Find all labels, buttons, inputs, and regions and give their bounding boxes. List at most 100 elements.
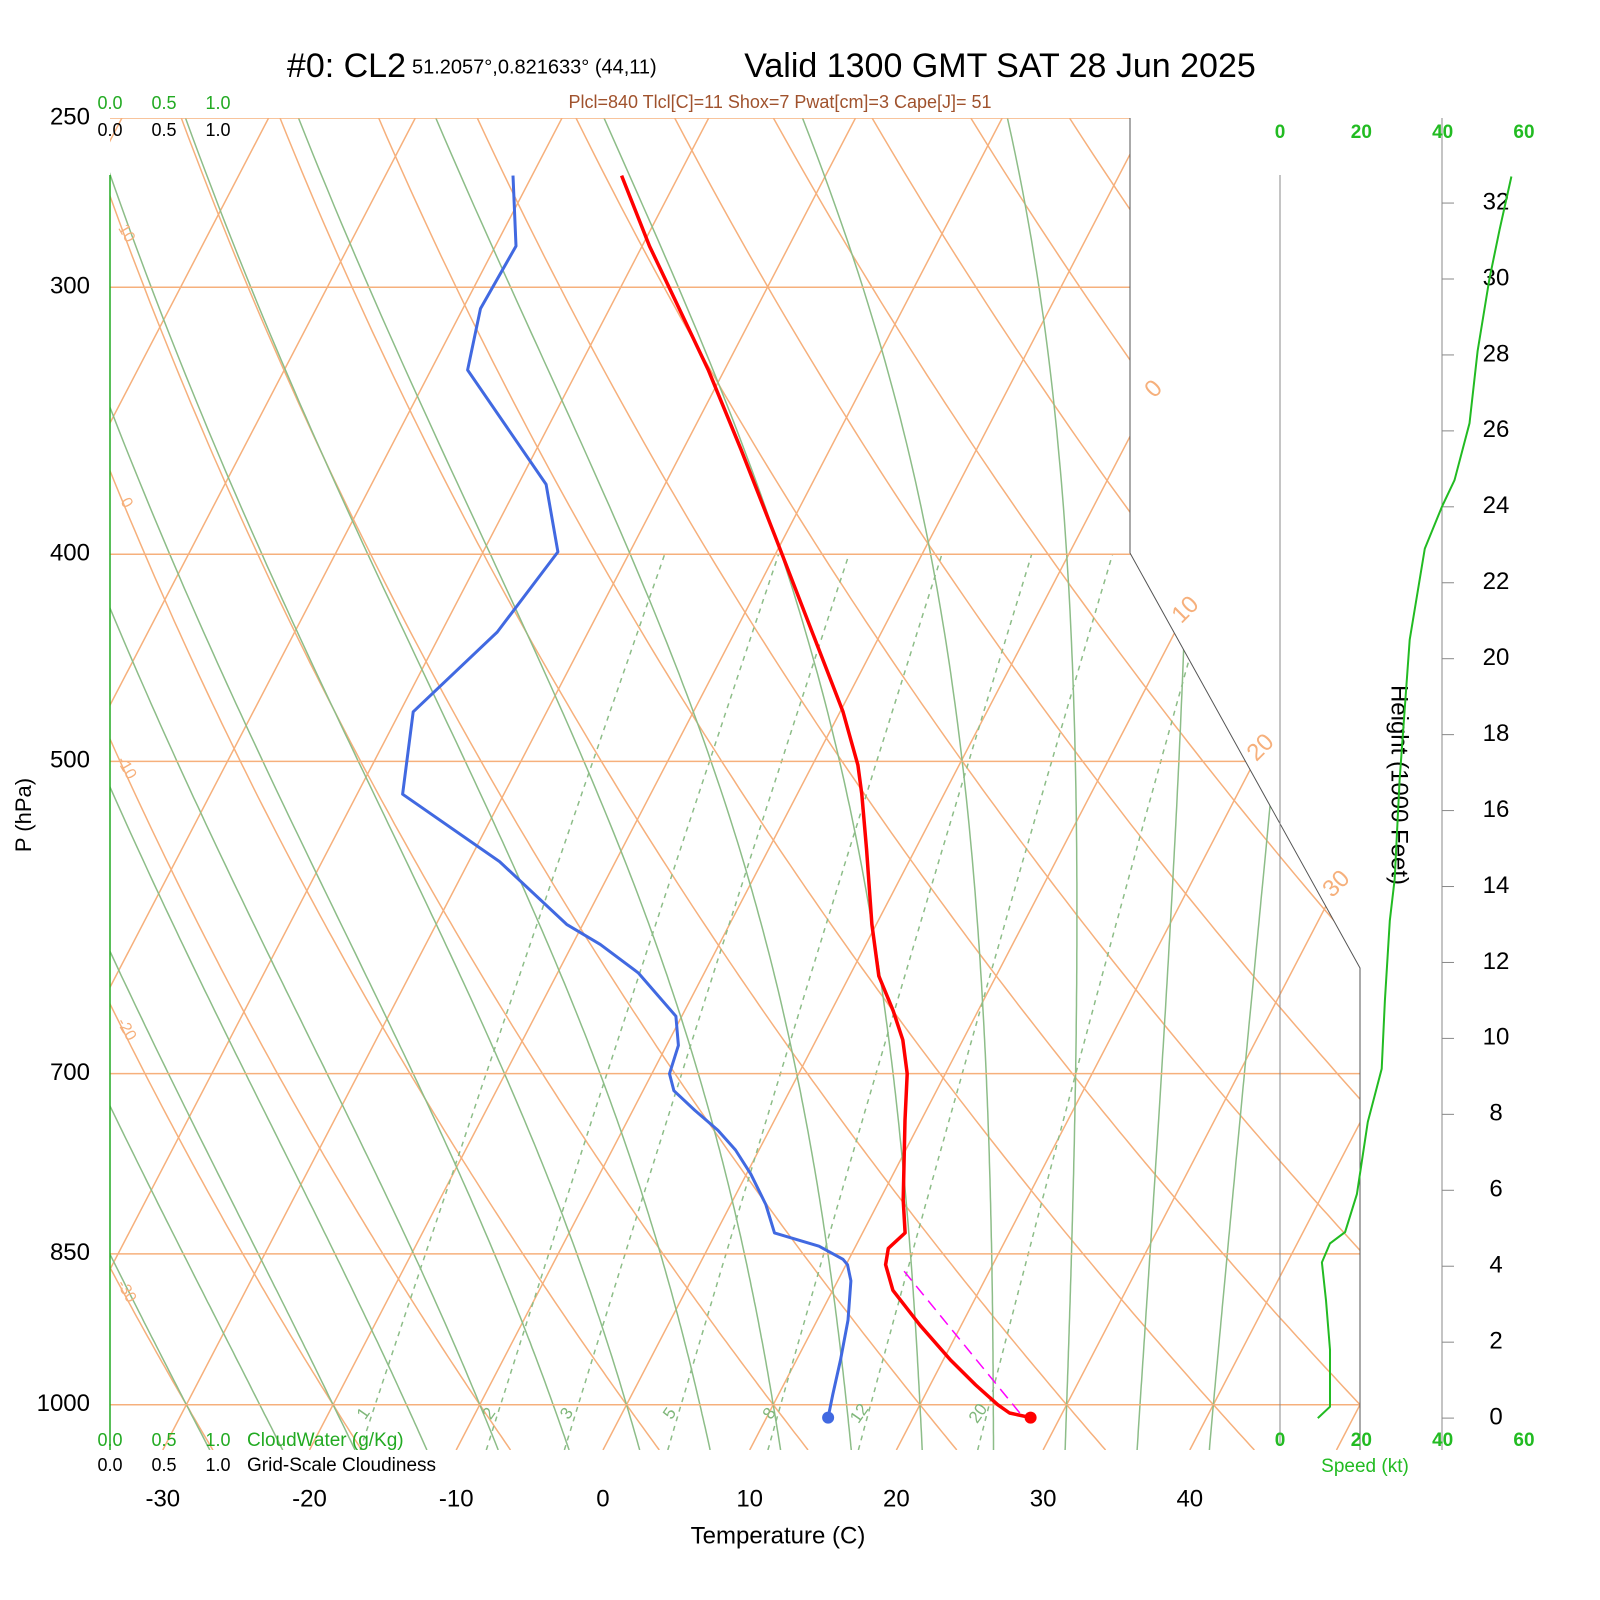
- height-tick-label: 18: [1483, 720, 1510, 747]
- height-tick-label: 24: [1483, 492, 1510, 519]
- dry-adiabat: [1266, 118, 1360, 1450]
- mixing-ratio-line: [857, 553, 1114, 1450]
- x-tick-label: 10: [736, 1485, 763, 1512]
- isotherm: [308, 118, 1003, 1450]
- dry-adiabat: [772, 118, 1360, 1450]
- cloudiness-label: Grid-Scale Cloudiness: [247, 1455, 436, 1476]
- dry-adiabat: [871, 118, 1360, 1450]
- cloud-tick-label: 1.0: [205, 93, 230, 113]
- cloud-tick-label: 0.0: [97, 93, 122, 113]
- moist-adiabat: [297, 118, 782, 1450]
- cloud-tick-label: 1.0: [205, 1430, 230, 1450]
- moist-adiabat: [801, 118, 995, 1450]
- isotherm-label: 0: [1139, 375, 1168, 404]
- isotherm: [162, 118, 857, 1450]
- y-tick-label: 1000: [37, 1390, 90, 1417]
- isotherm-label: 20: [1241, 728, 1279, 766]
- valid-time: Valid 1300 GMT SAT 28 Jun 2025: [744, 47, 1256, 85]
- height-tick-label: 14: [1483, 872, 1510, 899]
- x-tick-label: -10: [439, 1485, 474, 1512]
- subtitle: Plcl=840 Tlcl[C]=11 Shox=7 Pwat[cm]=3 Ca…: [568, 92, 991, 112]
- mixing-ratio-line: [976, 554, 1220, 1450]
- moist-adiabat: [110, 118, 570, 1450]
- isotherm-label: 10: [1166, 591, 1204, 629]
- cloud-tick-label: 0.5: [151, 1430, 176, 1450]
- x-tick-label: 20: [883, 1485, 910, 1512]
- height-tick-label: 26: [1483, 416, 1510, 443]
- isotherm: [1189, 118, 1360, 1450]
- moist-adiabat: [1136, 118, 1191, 1450]
- speed-tick-label: 40: [1432, 122, 1453, 143]
- speed-tick-label: 60: [1513, 122, 1534, 143]
- isotherm: [749, 118, 1360, 1450]
- speed-profile: [1317, 176, 1513, 1419]
- cloud-tick-label: 0.5: [151, 1455, 176, 1475]
- cloud-tick-label: 1.0: [205, 120, 230, 140]
- surface-point: [1024, 1411, 1037, 1424]
- moist-adiabat: [110, 118, 641, 1450]
- plot-border: [1129, 118, 1361, 1450]
- y-tick-label: 500: [50, 747, 90, 774]
- isotherm: [110, 118, 416, 1450]
- height-tick-label: 10: [1483, 1024, 1510, 1051]
- cloud-tick-label: 1.0: [205, 1455, 230, 1475]
- height-tick-label: 12: [1483, 948, 1510, 975]
- cloud-tick-label: 0.5: [151, 120, 176, 140]
- isotherm: [1042, 118, 1360, 1450]
- isotherm: [602, 118, 1297, 1450]
- mixing-ratio-line: [667, 553, 943, 1450]
- speed-tick-label: 60: [1513, 1430, 1534, 1451]
- mixing-ratio-line: [485, 553, 780, 1450]
- x-tick-label: -30: [145, 1485, 180, 1512]
- sounding-line: [401, 175, 853, 1418]
- cloudwater-label: CloudWater (g/Kg): [247, 1430, 404, 1451]
- dry-adiabat-label: -10: [113, 754, 139, 783]
- x-axis-label: Temperature (C): [691, 1522, 866, 1549]
- dry-adiabat: [1464, 118, 1600, 1450]
- height-tick-label: 6: [1489, 1176, 1502, 1203]
- mixing-ratio-line: [563, 553, 850, 1450]
- height-tick-label: 0: [1489, 1403, 1502, 1430]
- height-tick-label: 22: [1483, 568, 1510, 595]
- mixing-ratio-line: [767, 553, 1033, 1450]
- isotherm-label: 30: [1317, 865, 1355, 903]
- isotherm: [110, 118, 710, 1450]
- dry-adiabat: [378, 118, 1255, 1450]
- height-tick-label: 8: [1489, 1100, 1502, 1127]
- y-tick-label: 300: [50, 273, 90, 300]
- chart-title: #0: CL2: [287, 47, 406, 85]
- moist-adiabat: [603, 118, 923, 1450]
- isotherm: [110, 118, 563, 1450]
- speed-tick-label: 20: [1351, 1430, 1372, 1451]
- speed-tick-label: 0: [1275, 1430, 1286, 1451]
- moist-adiabat: [110, 118, 211, 1450]
- height-tick-label: 28: [1483, 340, 1510, 367]
- dry-adiabat: [575, 118, 1360, 1450]
- dry-adiabat: [110, 118, 214, 1450]
- dry-adiabat: [180, 118, 958, 1450]
- moist-adiabat: [110, 118, 284, 1450]
- dry-adiabat: [110, 118, 809, 1450]
- height-tick-label: 4: [1489, 1252, 1502, 1279]
- height-tick-label: 30: [1483, 264, 1510, 291]
- isotherm: [1335, 118, 1360, 1450]
- mixing-ratio-line: [359, 553, 666, 1450]
- isotherm: [110, 118, 270, 1450]
- height-tick-label: 2: [1489, 1328, 1502, 1355]
- moist-adiabat: [110, 118, 428, 1450]
- speed-tick-label: 20: [1351, 122, 1372, 143]
- speed-tick-label: 40: [1432, 1430, 1453, 1451]
- y-tick-label: 850: [50, 1239, 90, 1266]
- cloud-tick-label: 0.0: [97, 1455, 122, 1475]
- cloud-tick-label: 0.0: [97, 120, 122, 140]
- y-tick-label: 700: [50, 1059, 90, 1086]
- cloud-tick-label: 0.5: [151, 93, 176, 113]
- cloud-tick-label: 0.0: [97, 1430, 122, 1450]
- dry-adiabat: [279, 118, 1107, 1450]
- location: 51.2057°,0.821633° (44,11): [412, 56, 657, 78]
- dry-adiabat: [970, 118, 1360, 1450]
- isotherm: [895, 118, 1360, 1450]
- dry-adiabat: [1167, 118, 1360, 1450]
- dry-adiabat: [1068, 118, 1360, 1450]
